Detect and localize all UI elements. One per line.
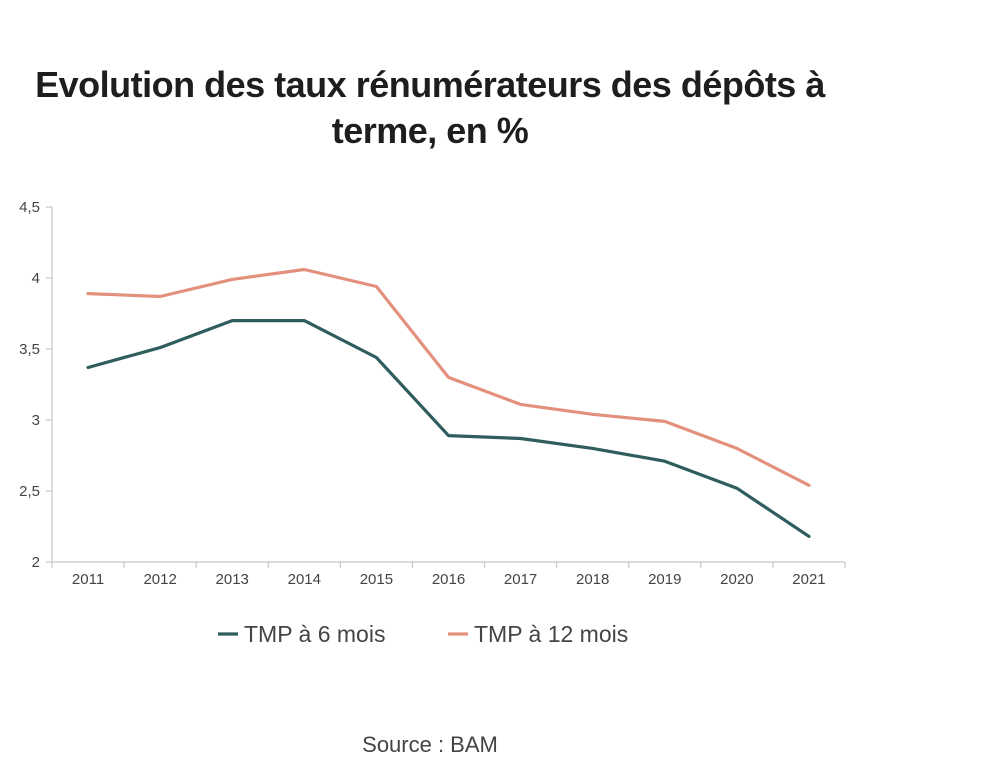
x-tick-label: 2020: [720, 571, 753, 588]
x-tick-label: 2012: [143, 571, 176, 588]
chart-title: Evolution des taux rénumérateurs des dép…: [0, 62, 860, 154]
chart-title-line-1: Evolution des taux rénumérateurs des dép…: [35, 64, 825, 105]
y-tick-label: 2,5: [19, 483, 40, 500]
series-line-1: [86, 319, 811, 539]
y-tick-label: 4,5: [19, 199, 40, 216]
x-tick-label: 2011: [72, 571, 104, 588]
x-tick-label: 2018: [576, 571, 609, 588]
x-tick-label: 2014: [288, 571, 321, 588]
legend-label-2: TMP à 12 mois: [474, 621, 628, 647]
x-tick-label: 2017: [504, 571, 537, 588]
x-tick-label: 2019: [648, 571, 681, 588]
y-tick-label: 3: [32, 412, 40, 429]
x-tick-label: 2016: [432, 571, 465, 588]
x-tick-label: 2013: [216, 571, 249, 588]
y-tick-label: 2: [32, 554, 40, 571]
axes: 2 2,5 3 3,5 4 4,5 2011 2012 2013 2014 2015 2016 2017…: [19, 199, 846, 588]
x-tick-label: 2015: [360, 571, 393, 588]
series-line-2: [86, 267, 811, 487]
source-note: Source : BAM: [362, 732, 498, 757]
x-tick-label: 2021: [792, 571, 825, 588]
y-tick-label: 4: [32, 270, 40, 287]
chart-title-line-2: terme, en %: [331, 110, 529, 151]
series-lines: [86, 267, 811, 539]
legend: TMP à 6 mois TMP à 12 mois: [218, 621, 628, 647]
line-chart: 2 2,5 3 3,5 4 4,5 2011 2012 2013 2014 2015 2016 2017…: [19, 199, 846, 647]
y-tick-label: 3,5: [19, 341, 40, 358]
legend-label-1: TMP à 6 mois: [244, 621, 385, 647]
